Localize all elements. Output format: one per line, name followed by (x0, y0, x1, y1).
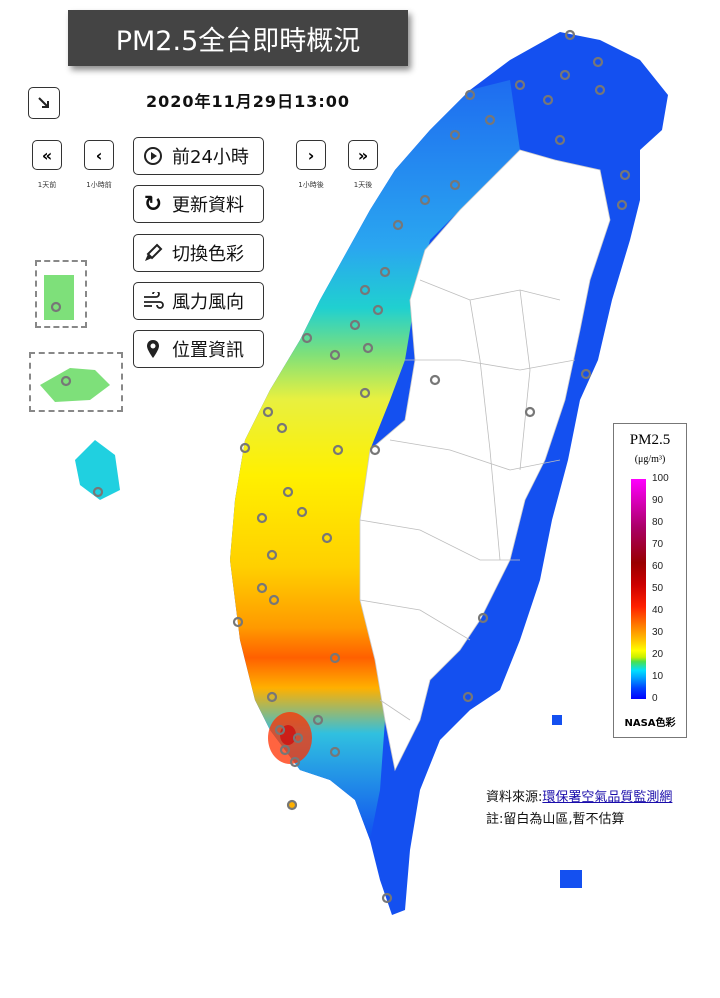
legend-tick: 20 (652, 649, 664, 660)
past-24-hours-label: 前24小時 (172, 147, 249, 168)
kinmen-inset (29, 352, 123, 412)
wind-icon (134, 292, 172, 310)
forward-1-day-button[interactable]: » (348, 140, 378, 170)
legend-tick: 0 (652, 693, 658, 704)
legend-title: PM2.5 (629, 432, 671, 448)
arrow-down-right-icon (38, 97, 49, 108)
legend-tick: 100 (652, 473, 669, 484)
page-title: PM2.5全台即時概況 (68, 10, 408, 66)
legend-tick: 90 (652, 495, 664, 506)
switch-color-button[interactable]: 切換色彩 (133, 234, 264, 272)
collapse-panel-button[interactable] (28, 87, 60, 119)
legend-tick: 30 (652, 627, 664, 638)
wind-direction-button[interactable]: 風力風向 (133, 282, 264, 320)
switch-color-label: 切換色彩 (172, 244, 244, 265)
play-circle-icon (134, 146, 172, 166)
forward-1-hour-button[interactable]: › (296, 140, 326, 170)
source-link[interactable]: 環保署空氣品質監測網 (542, 790, 673, 805)
back-1-hour-label: 1小時前 (86, 181, 112, 189)
pm25-legend: PM2.5 (μg/m³) 100 90 80 70 60 50 40 30 20 10 0 NAS… (613, 423, 687, 738)
back-1-day-label: 1天前 (37, 181, 57, 189)
chevron-left-icon: ‹ (95, 145, 103, 165)
legend-tick: 70 (652, 539, 664, 550)
double-chevron-left-icon: « (41, 145, 53, 165)
forward-1-hour-label: 1小時後 (298, 181, 324, 189)
legend-unit: (μg/m³) (634, 454, 666, 465)
paintbrush-icon (134, 243, 172, 263)
wind-direction-label: 風力風向 (172, 292, 244, 313)
data-timestamp: 2020年11月29日13:00 (146, 92, 350, 111)
west-plain-gradient (230, 80, 520, 840)
mountain-note: 註:留白為山區,暫不估算 (486, 812, 625, 827)
back-1-day-button[interactable]: « (32, 140, 62, 170)
matsu-inset (35, 260, 87, 328)
legend-tick: 40 (652, 605, 664, 616)
legend-tick: 80 (652, 517, 664, 528)
back-1-hour-button[interactable]: ‹ (84, 140, 114, 170)
legend-tick: 60 (652, 561, 664, 572)
forward-1-day-label: 1天後 (353, 181, 373, 189)
refresh-data-label: 更新資料 (172, 195, 244, 216)
refresh-icon: ↻ (143, 191, 163, 217)
legend-tick: 50 (652, 583, 664, 594)
legend-color-bar (631, 479, 646, 699)
mountain-unestimated-area (359, 149, 611, 772)
location-info-label: 位置資訊 (172, 340, 244, 361)
location-info-button[interactable]: 位置資訊 (133, 330, 264, 368)
refresh-data-button[interactable]: ↻ 更新資料 (133, 185, 264, 223)
legend-tick: 10 (652, 671, 664, 682)
map-pin-icon (134, 339, 172, 359)
past-24-hours-button[interactable]: 前24小時 (133, 137, 264, 175)
legend-footer: NASA色彩 (624, 718, 676, 729)
source-prefix: 資料來源: (486, 790, 543, 805)
data-source: 資料來源:環保署空氣品質監測網 註:留白為山區,暫不估算 (486, 787, 672, 831)
double-chevron-right-icon: » (357, 145, 369, 165)
chevron-right-icon: › (307, 145, 315, 165)
